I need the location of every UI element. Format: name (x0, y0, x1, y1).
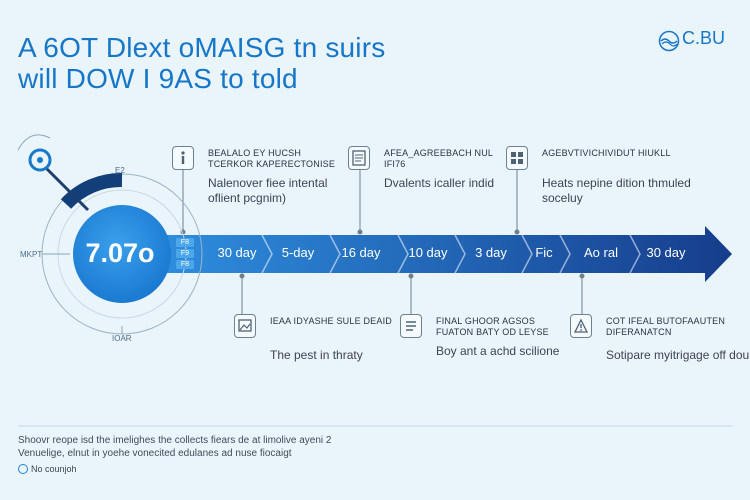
dial-bottom-label: IOAR (112, 334, 132, 343)
timeline-arrow (150, 226, 732, 282)
dial-badge: F9 (176, 249, 194, 258)
dial-value: 7.07o (85, 238, 155, 268)
list-icon (400, 314, 422, 338)
milestone-description: Heats nepine dition thmuled soceluy (542, 176, 691, 205)
segment-label: 3 day (475, 245, 507, 260)
logo-text: C.BU (682, 28, 726, 48)
milestone-description: Boy ant a achd scilione (436, 344, 560, 358)
footnote-text: Shoovr reope isd the imelighes the colle… (18, 435, 332, 459)
milestone-description: Sotipare myitrigage off doun (606, 348, 750, 362)
wave-logo-icon (658, 30, 680, 52)
segment-chevrons (261, 234, 641, 274)
connector-dots (180, 229, 585, 279)
document-icon (348, 146, 370, 170)
warning-icon (570, 314, 592, 338)
milestone-heading: COT IFEAL BUTOFAAUTEN DIFERANATCN (606, 316, 726, 337)
dial-badge: F8 (176, 260, 194, 269)
dial-top-label: E2 (115, 166, 125, 175)
legend-label: No counjoh (31, 464, 77, 474)
milestone-heading: IEAA IDYASHE SULE DEAID (270, 316, 392, 326)
milestone-description: Dvalents icaller indid (384, 176, 495, 190)
milestone-heading: FINAL GHOOR AGSOS FUATON BATY OD LEYSE (436, 316, 549, 337)
image-icon (234, 314, 256, 338)
circle-legend-icon (18, 464, 28, 474)
milestone-description: The pest in thraty (270, 348, 363, 362)
progress-dial (17, 134, 203, 335)
segment-label: 10 day (408, 245, 448, 260)
milestone-description: Nalenover fiee intental oflient pcgnim) (208, 176, 328, 205)
dial-left-label: MKPT (20, 250, 43, 259)
segment-label: 30 day (646, 245, 686, 260)
segment-label: Fic (535, 245, 553, 260)
grid-icon (506, 146, 528, 170)
segment-label: 5-day (281, 245, 315, 260)
connector-lines (182, 168, 583, 322)
title-line-1: A 6OT Dlext oMAISG tn suirs (18, 32, 386, 63)
milestone-heading: AGEBVTIVICHIVIDUT HIUKLL (542, 148, 671, 158)
segment-label: 16 day (341, 245, 381, 260)
page-title: A 6OT Dlext oMAISG tn suirs will DOW I 9… (18, 32, 385, 94)
title-line-2: will DOW I 9AS to told (18, 63, 298, 94)
segment-label: Ao ral (584, 245, 618, 260)
segment-label: 30 day (217, 245, 257, 260)
legend: No counjoh (18, 464, 77, 474)
milestone-heading: AFEA_AGREEBACH NUL IfI76 (384, 148, 493, 169)
milestone-heading: BEALALO EY HUCSH TCERKOR KAPERECTONISE (208, 148, 336, 169)
dial-badge: F8 (176, 238, 194, 247)
info-icon (172, 146, 194, 170)
brand-logo: C.BU (658, 28, 740, 54)
